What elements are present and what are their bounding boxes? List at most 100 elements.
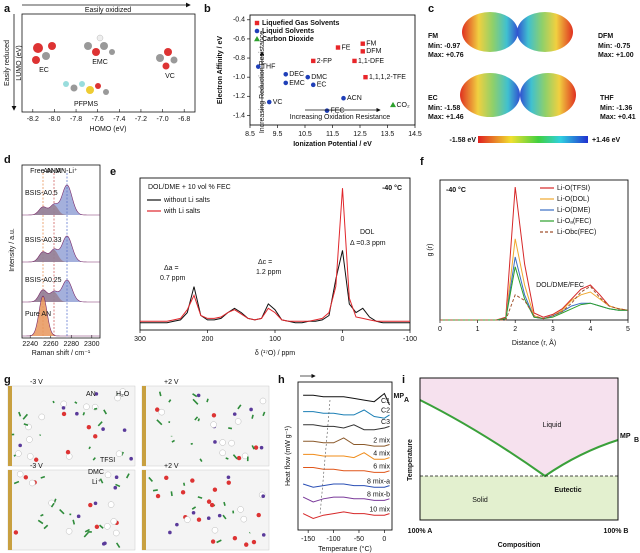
molecule [18, 443, 22, 448]
x-tick-label: 0 [382, 536, 386, 543]
point [324, 108, 330, 113]
panel-letter: h [278, 374, 285, 386]
point-label: EC [317, 82, 327, 89]
molecule [94, 524, 100, 530]
molecule [22, 413, 29, 420]
y-tick-label: -1.2 [233, 93, 245, 100]
molecule [253, 445, 259, 450]
md-box [141, 469, 270, 551]
x-tick-label: 14.5 [408, 131, 422, 138]
molecule [13, 530, 19, 535]
molecule [101, 542, 106, 546]
point-label: DMC [311, 74, 327, 81]
plot-frame [297, 381, 393, 531]
molecule [199, 458, 203, 462]
molecule [60, 400, 67, 408]
x-tick-label: -6.8 [178, 116, 190, 123]
series-line [302, 483, 390, 488]
molecule [261, 533, 266, 537]
molecule [206, 516, 211, 521]
molecule [76, 514, 81, 519]
point-label: CO₂ [397, 102, 411, 109]
molecule [99, 478, 104, 484]
md-label: AN [86, 391, 96, 398]
x-tick-label: 300 [134, 336, 146, 343]
y-axis-label: Heat flow (mW g⁻¹) [285, 426, 292, 486]
molecule-label: EC [39, 67, 49, 74]
y-tick-label: -1.4 [233, 112, 245, 119]
molecule [249, 407, 253, 412]
molecule [92, 457, 96, 461]
molecule [115, 542, 121, 549]
point-label: 2-FP [317, 58, 333, 65]
molecule [158, 408, 165, 416]
x-tick-label: -7.4 [113, 116, 125, 123]
plot-frame [21, 164, 101, 339]
molecule [213, 440, 217, 444]
molecule [225, 457, 229, 460]
legend-label: Li-Obc(FEC) [557, 229, 596, 236]
point-label: FEC [331, 107, 345, 114]
molecule [50, 502, 55, 508]
molecule [104, 523, 111, 530]
molecule [52, 400, 55, 404]
series-line [140, 250, 410, 324]
molecule [222, 514, 227, 520]
molecule [13, 480, 20, 485]
annotation: DOL/DME/FEC [536, 282, 584, 289]
molecule [65, 449, 71, 455]
x-axis-label: Distance (r, Å) [512, 338, 556, 347]
electrode [8, 386, 12, 466]
annotation: 1.2 ppm [256, 269, 281, 276]
legend-label: Li-O(DOL) [557, 196, 589, 203]
series-line [440, 186, 629, 321]
legend-label: C1 [381, 398, 390, 405]
esp-max: Max: +1.46 [428, 114, 464, 121]
x-tick-label: 2280 [63, 341, 79, 348]
point [283, 80, 289, 86]
molecule [88, 502, 93, 508]
series-line [303, 437, 390, 447]
molecule [26, 436, 33, 443]
scale-label: -1.58 eV [450, 137, 477, 144]
molecule [196, 393, 201, 398]
x-axis-label: Composition [498, 542, 541, 549]
trace-label: Pure AN [25, 311, 51, 318]
molecule [101, 427, 105, 431]
molecule [219, 439, 226, 446]
molecule [244, 542, 249, 547]
point-label: EMC [289, 80, 305, 87]
series-line [303, 392, 390, 406]
point [310, 82, 316, 88]
molecule [211, 413, 217, 418]
molecule [40, 475, 46, 479]
molecule [197, 418, 200, 422]
molecule [61, 406, 66, 410]
x-tick-label: 2300 [84, 341, 100, 348]
molecule [94, 392, 99, 396]
molecule [155, 493, 161, 499]
panel-letter: b [204, 3, 211, 15]
molecule [223, 501, 226, 506]
molecule [194, 416, 199, 421]
molecule [113, 529, 120, 537]
legend-label: Li-O(DME) [557, 207, 590, 214]
molecule [261, 494, 266, 498]
molecule [84, 528, 90, 533]
legend-label: Li-O(TFSI) [557, 185, 590, 192]
molecule [107, 501, 115, 508]
x-tick-label: 11.5 [326, 131, 339, 138]
molecule [16, 470, 24, 478]
molecule [216, 539, 222, 544]
molecule-name: DFM [598, 33, 613, 40]
molecule [192, 398, 199, 405]
molecule-label: VC [165, 73, 175, 80]
legend-marker [254, 20, 260, 26]
annotation: Δa = [164, 265, 179, 272]
esp-max: Max: +1.00 [598, 52, 634, 59]
point [363, 74, 368, 80]
esp-min: Min: -1.58 [428, 105, 460, 112]
legend-label: Carbon Dioxide [262, 36, 314, 43]
molecule [251, 414, 254, 419]
